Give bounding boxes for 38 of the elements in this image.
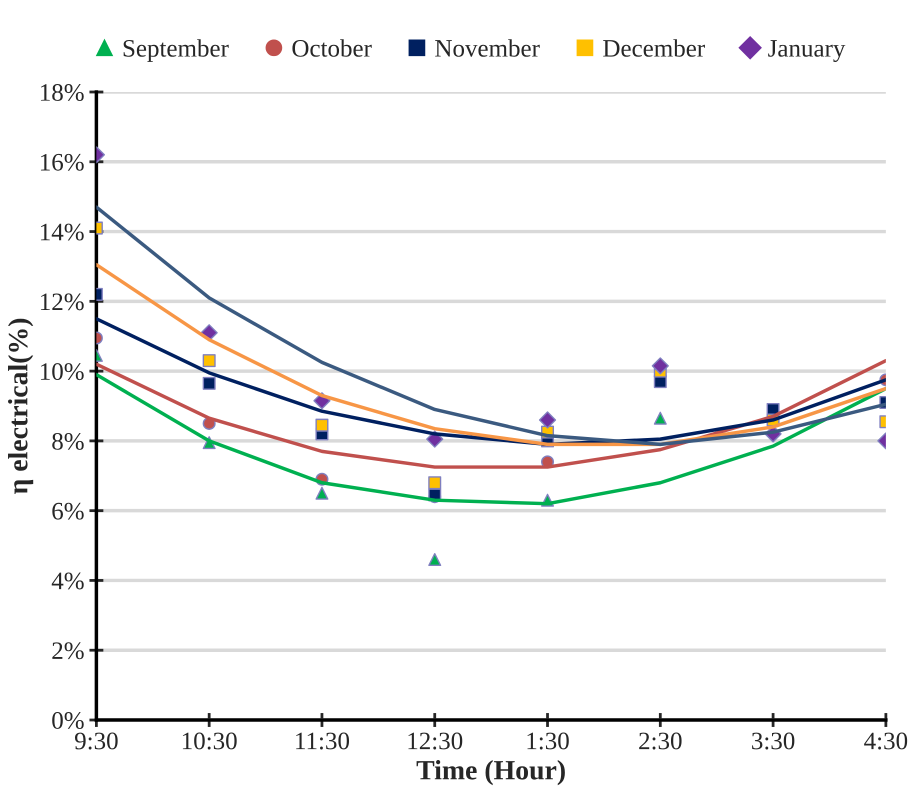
legend-label: September [124,39,229,62]
x-tick-label: 3:30 [752,732,794,750]
point [654,412,667,425]
point [428,553,442,566]
line-series [96,372,886,506]
y-tick-label: 12% [40,293,84,310]
line-series [96,358,886,469]
x-tick-label: 2:30 [639,732,682,750]
point [315,486,328,500]
point [202,354,216,368]
x-tick-label: 1:30 [528,732,569,750]
y-tick-label: 0% [52,712,84,729]
x-tick-label: 4:30 [864,732,908,750]
line-series [96,205,886,446]
y-tick-label: 18% [40,84,84,101]
x-tick-label: 11:30 [296,732,350,750]
y-tick-label: 8% [52,432,84,450]
y-tick-label: 4% [52,572,84,590]
y-tick-label: 14% [40,224,84,241]
legend-label: December [603,39,705,57]
y-axis-title: η electrical(%) [8,318,34,494]
point [315,418,328,432]
point [202,376,216,390]
point [538,411,556,429]
line-series [96,262,886,446]
legend-label: January [768,40,846,62]
x-axis-title: Time (Hour) [416,760,565,786]
y-tick-label: 10% [40,363,84,380]
y-tick-label: 6% [52,502,84,520]
legend-label: November [435,39,540,57]
legend-label: October [292,39,372,57]
point [652,357,669,374]
x-tick-label: 9:30 [74,732,118,750]
x-tick-label: 12:30 [408,732,462,750]
y-tick-label: 16% [40,154,84,171]
point [428,476,442,490]
y-tick-label: 2% [52,642,84,660]
x-tick-label: 10:30 [182,732,237,750]
